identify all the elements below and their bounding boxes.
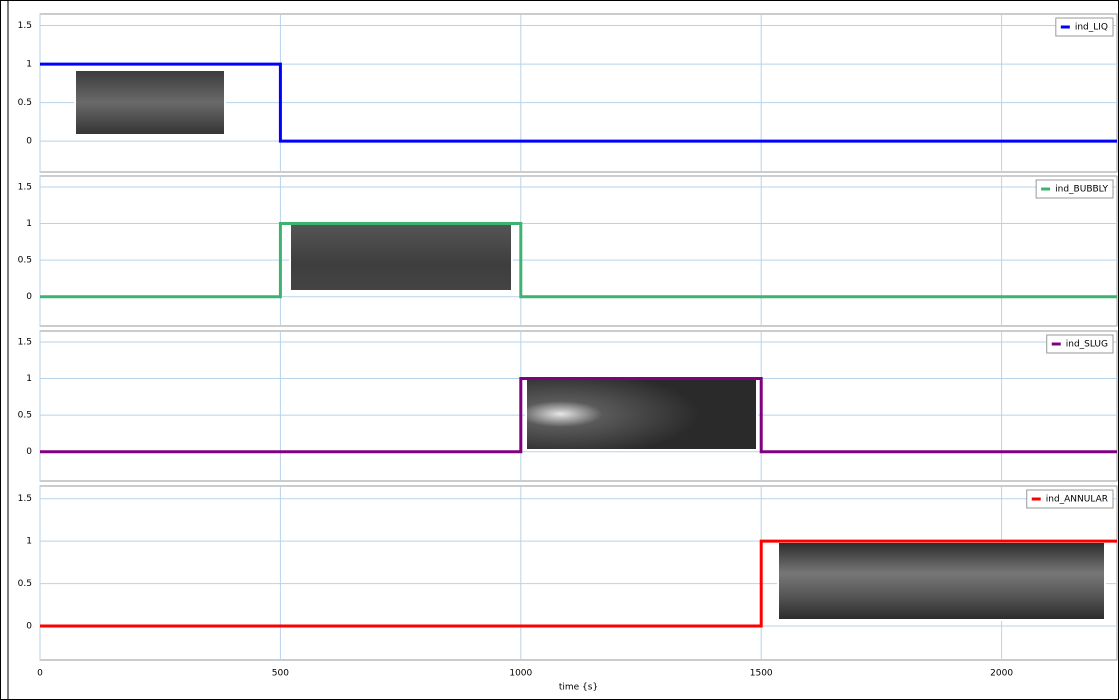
inset-image — [74, 69, 226, 136]
x-axis-label: time {s} — [559, 683, 598, 693]
x-tick-label: 1000 — [509, 669, 532, 679]
y-tick-label: 1 — [26, 219, 32, 229]
panel — [39, 175, 1118, 327]
y-tick-label: 0.5 — [18, 579, 32, 589]
y-tick-label: 0 — [26, 622, 32, 632]
x-tick-label: 1500 — [750, 669, 773, 679]
legend: ind_SLUG — [1046, 334, 1114, 354]
series-line — [40, 222, 1117, 299]
y-tick-label: 1.5 — [18, 21, 32, 31]
legend: ind_BUBBLY — [1035, 179, 1114, 199]
y-tick-label: 1.5 — [18, 494, 32, 504]
legend-label: ind_SLUG — [1066, 340, 1108, 350]
y-tick-label: 1.5 — [18, 337, 32, 347]
y-tick-label: 0 — [26, 137, 32, 147]
x-tick-label: 2000 — [990, 669, 1013, 679]
inset-image — [289, 223, 513, 292]
legend-box — [1026, 489, 1114, 509]
series-line — [40, 539, 1117, 628]
x-tick-label: 500 — [272, 669, 289, 679]
legend-box — [1055, 17, 1114, 37]
y-tick-label: 0 — [26, 447, 32, 457]
legend: ind_ANNULAR — [1026, 489, 1114, 509]
legend-label: ind_ANNULAR — [1046, 495, 1108, 505]
y-tick-label: 0.5 — [18, 411, 32, 421]
series-line — [40, 62, 1117, 143]
legend: ind_LIQ — [1055, 17, 1114, 37]
y-tick-label: 0.5 — [18, 256, 32, 266]
inset-image — [525, 377, 758, 451]
inset-image — [777, 541, 1106, 621]
y-tick-label: 1 — [26, 374, 32, 384]
series-line — [40, 377, 1117, 454]
y-tick-label: 0 — [26, 292, 32, 302]
legend-box — [1035, 179, 1114, 199]
x-tick-label: 0 — [37, 669, 43, 679]
y-tick-label: 1 — [26, 60, 32, 70]
y-tick-label: 1.5 — [18, 182, 32, 192]
y-tick-label: 1 — [26, 537, 32, 547]
legend-box — [1046, 334, 1114, 354]
legend-label: ind_LIQ — [1075, 23, 1108, 33]
legend-label: ind_BUBBLY — [1055, 185, 1108, 195]
y-tick-label: 0.5 — [18, 98, 32, 108]
